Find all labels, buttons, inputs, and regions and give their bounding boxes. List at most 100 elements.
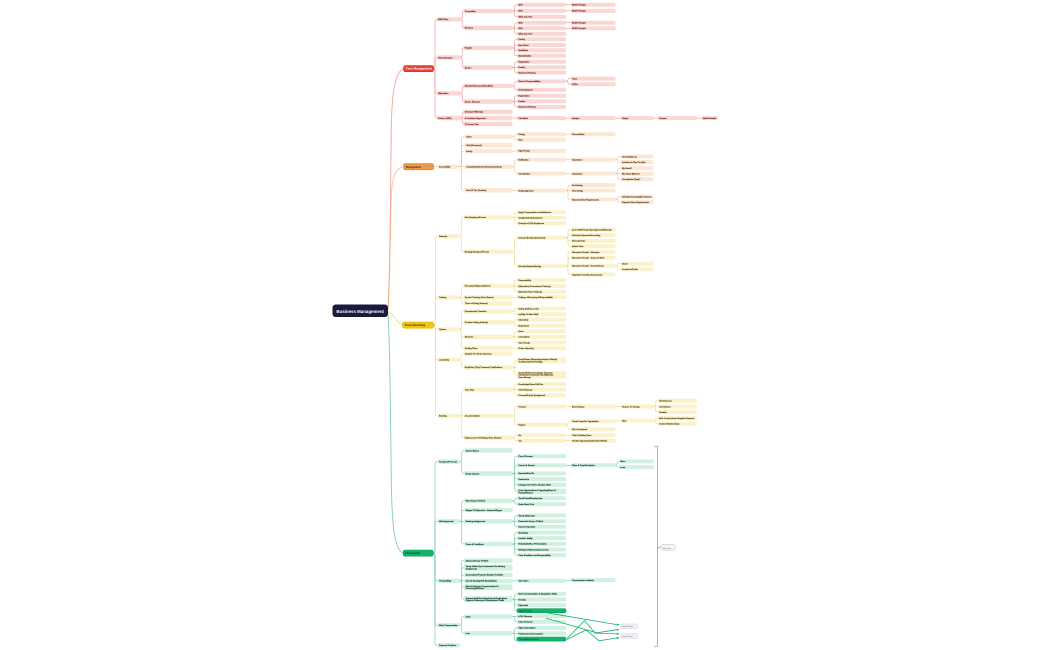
svg-text:Reduced A Scope Of Work: Reduced A Scope Of Work (518, 520, 544, 523)
svg-text:One/Volume: One/Volume (659, 406, 671, 408)
svg-text:Notification: Notification (518, 158, 529, 161)
svg-text:Cloud (balance): Cloud (balance) (622, 156, 637, 158)
svg-text:Training: Training (439, 296, 447, 299)
svg-text:80/20 Rule: 80/20 Rule (438, 19, 449, 21)
svg-text:Prepare: Prepare (659, 117, 667, 120)
svg-text:High Priority: High Priority (622, 635, 632, 638)
svg-text:Time Step: Time Step (465, 389, 475, 392)
svg-text:Submit & Ensure Communication: Submit & Ensure Communication For (466, 585, 499, 588)
svg-text:High Priority: High Priority (622, 625, 632, 628)
svg-text:OKRs: OKRs (572, 84, 578, 86)
svg-text:Summary: Summary (663, 548, 672, 550)
svg-text:80/20 Principle: 80/20 Principle (572, 4, 587, 7)
svg-text:Ad-hoc Excuses: Ad-hoc Excuses (465, 100, 480, 103)
svg-text:Performance/Consumption: Performance/Consumption (518, 632, 544, 635)
svg-text:Multi-Potential: Multi-Potential (703, 117, 717, 120)
svg-text:Mandatory: Mandatory (518, 531, 529, 534)
svg-text:Regular: Regular (465, 47, 473, 50)
svg-text:Accumulated Payment Besides Fo: Accumulated Payment Besides For/Start (466, 574, 504, 577)
svg-text:A 5% Revenue: A 5% Revenue (518, 615, 533, 618)
svg-text:Plan & Process: Plan & Process (518, 455, 532, 458)
svg-text:Rotation: Rotation (659, 411, 668, 414)
svg-text:80/20 Principle: 80/20 Principle (572, 22, 587, 25)
svg-text:(Alternative) Focus/mode Train: (Alternative) Focus/mode Trainings (518, 285, 550, 288)
svg-text:Accessibility: Accessibility (439, 166, 451, 169)
svg-text:The/Start-Up/Pro/Price/Ego: The/Start-Up/Pro/Price/Ego (518, 360, 543, 363)
svg-text:Registration: Registration (518, 61, 530, 64)
svg-text:Structured Growth - Round Mone: Structured Growth - Round Money (572, 265, 605, 268)
svg-text:Three Elements/One: Three Elements/One (519, 638, 540, 641)
svg-text:Revenue: Revenue (465, 28, 474, 30)
svg-text:New Client: New Client (518, 44, 528, 47)
svg-text:Standard/One/To: Standard/One/To (518, 472, 535, 475)
svg-text:Special Trainings From Experts: Special Trainings From Experts (465, 296, 494, 299)
svg-text:Know Opportunities of Upgradin: Know Opportunities of Upgrading/Down To (518, 489, 557, 492)
svg-text:Rest Of The (Techies): Rest Of The (Techies) (466, 189, 486, 192)
svg-text:12-hr Staff Family Trips Appro: 12-hr Staff Family Trips Approved/Althou… (572, 228, 612, 231)
svg-text:Friendly: Friendly (518, 598, 526, 601)
svg-text:Ideas: Ideas (518, 331, 523, 333)
svg-text:My Check (Basic?): My Check (Basic?) (622, 174, 640, 176)
svg-text:Timely Shipments: Timely Shipments (518, 514, 534, 517)
svg-text:Apply Compensation and Advance: Apply Compensation and Advances (518, 211, 551, 214)
svg-text:Negotiate home/key Assessment: Negotiate home/key Assessment (572, 273, 603, 276)
svg-text:Importance: Importance (572, 158, 583, 161)
svg-text:Specialization: Specialization (518, 55, 532, 58)
svg-text:Process/Rule: Process/Rule (572, 133, 585, 136)
svg-text:Future (+90%): Future (+90%) (438, 117, 452, 120)
svg-text:A Consistent Approach: A Consistent Approach (465, 117, 487, 120)
svg-text:Business Planning: Business Planning (518, 107, 536, 109)
svg-text:What Can Go?: What Can Go? (518, 33, 533, 36)
svg-text:Roles & Responsibilities: Roles & Responsibilities (518, 80, 540, 83)
svg-text:Structured Growth - Monetary: Structured Growth - Monetary (572, 251, 600, 254)
svg-text:Consultants: Consultants (518, 336, 529, 339)
svg-text:Rules & Play/Jurisdiction: Rules & Play/Jurisdiction (572, 464, 596, 467)
svg-text:Jobs Often: Jobs Often (518, 580, 529, 583)
svg-text:Coordination: Coordination (518, 172, 531, 175)
svg-text:Newly Cleared: Newly Cleared (466, 472, 480, 475)
svg-text:Incentives/Profits: Incentives/Profits (622, 268, 638, 271)
svg-text:Communicate cordinate: Communicate cordinate (572, 579, 595, 582)
svg-text:Delegation: Delegation (406, 165, 422, 169)
svg-text:Work Approvals: Work Approvals (439, 520, 454, 523)
svg-text:Work Allocation: Work Allocation (438, 56, 453, 59)
svg-text:Replacement Of Existing Team M: Replacement Of Existing Team Member (465, 437, 502, 440)
svg-text:Particular Expense/Accounting: Particular Expense/Accounting (572, 234, 601, 237)
svg-text:Re-Routing: Re-Routing (572, 184, 583, 187)
svg-text:Leadership: Leadership (439, 359, 450, 362)
svg-text:Work Scope Of Work: Work Scope Of Work (466, 500, 486, 503)
svg-text:Separate Staff And shared Acco: Separate Staff And shared Accounting/Any… (466, 597, 508, 600)
svg-text:High Consumption: High Consumption (518, 627, 536, 630)
svg-text:Force/Please Silence/Improve/y: Force/Please Silence/Improve/your Startu… (518, 358, 557, 361)
svg-text:Staff (Personnel): Staff (Personnel) (466, 144, 482, 147)
svg-text:Diplomatic: Diplomatic (518, 604, 528, 607)
svg-text:Business Planning: Business Planning (518, 72, 536, 74)
svg-text:Terms & Conditions: Terms & Conditions (466, 543, 484, 546)
svg-text:Introduction & Interaction By: Introduction & Interaction By Nightmare (518, 374, 554, 377)
svg-text:Changes So Far/Too Routine Oft: Changes So Far/Too Routine Often (518, 484, 551, 487)
svg-text:Bonding: Bonding (439, 416, 447, 418)
svg-text:Suitable For (Tech) Harmony: Suitable For (Tech) Harmony (465, 353, 493, 356)
svg-text:Send A Grading/Talk (Delay/Stu: Send A Grading/Talk (Delay/Stub) (466, 580, 497, 583)
svg-text:Restructure: Restructure (518, 478, 530, 481)
svg-text:Clear Deadlines and Responsibi: Clear Deadlines and Responsibility (518, 554, 551, 557)
svg-text:Stages Of Shipments - Advance/: Stages Of Shipments - Advance/Stages (466, 509, 503, 512)
svg-text:Practice: Practice (518, 405, 526, 408)
svg-text:Product Of Process: Product Of Process (439, 461, 457, 464)
svg-text:Priority: Priority (518, 38, 525, 41)
svg-text:Competition: Competition (465, 10, 477, 13)
svg-text:Growth Opportunities/Architect: Growth Opportunities/Architects/Webs (572, 440, 607, 443)
svg-text:Timely Follow Ups & Interactio: Timely Follow Ups & Interaction For Meet… (466, 565, 505, 568)
svg-text:Pricing: Pricing (518, 133, 525, 136)
svg-text:Both Communicate Negative Reas: Both Communicate Negative Reasons (659, 417, 694, 420)
svg-text:Departmental Transfers: Departmental Transfers (465, 310, 487, 313)
svg-text:(Round) Maintain/Assign: (Round) Maintain/Assign (518, 265, 542, 268)
svg-text:Schedule & Acceptable Cleanse: Schedule & Acceptable Cleanse (622, 195, 652, 198)
svg-text:Structure: Structure (465, 336, 474, 339)
svg-text:Body/Soul (The) Treatment Cert: Body/Soul (The) Treatment Certifications (465, 366, 503, 369)
svg-text:Shown/Loans: Shown/Loans (659, 401, 672, 403)
svg-text:Advance/Scope Of Work: Advance/Scope Of Work (466, 559, 490, 562)
svg-text:Personal/Family Background: Personal/Family Background (518, 394, 545, 397)
svg-text:Accommodation: Accommodation (465, 415, 481, 418)
svg-text:80/20 Principle: 80/20 Principle (572, 27, 587, 30)
